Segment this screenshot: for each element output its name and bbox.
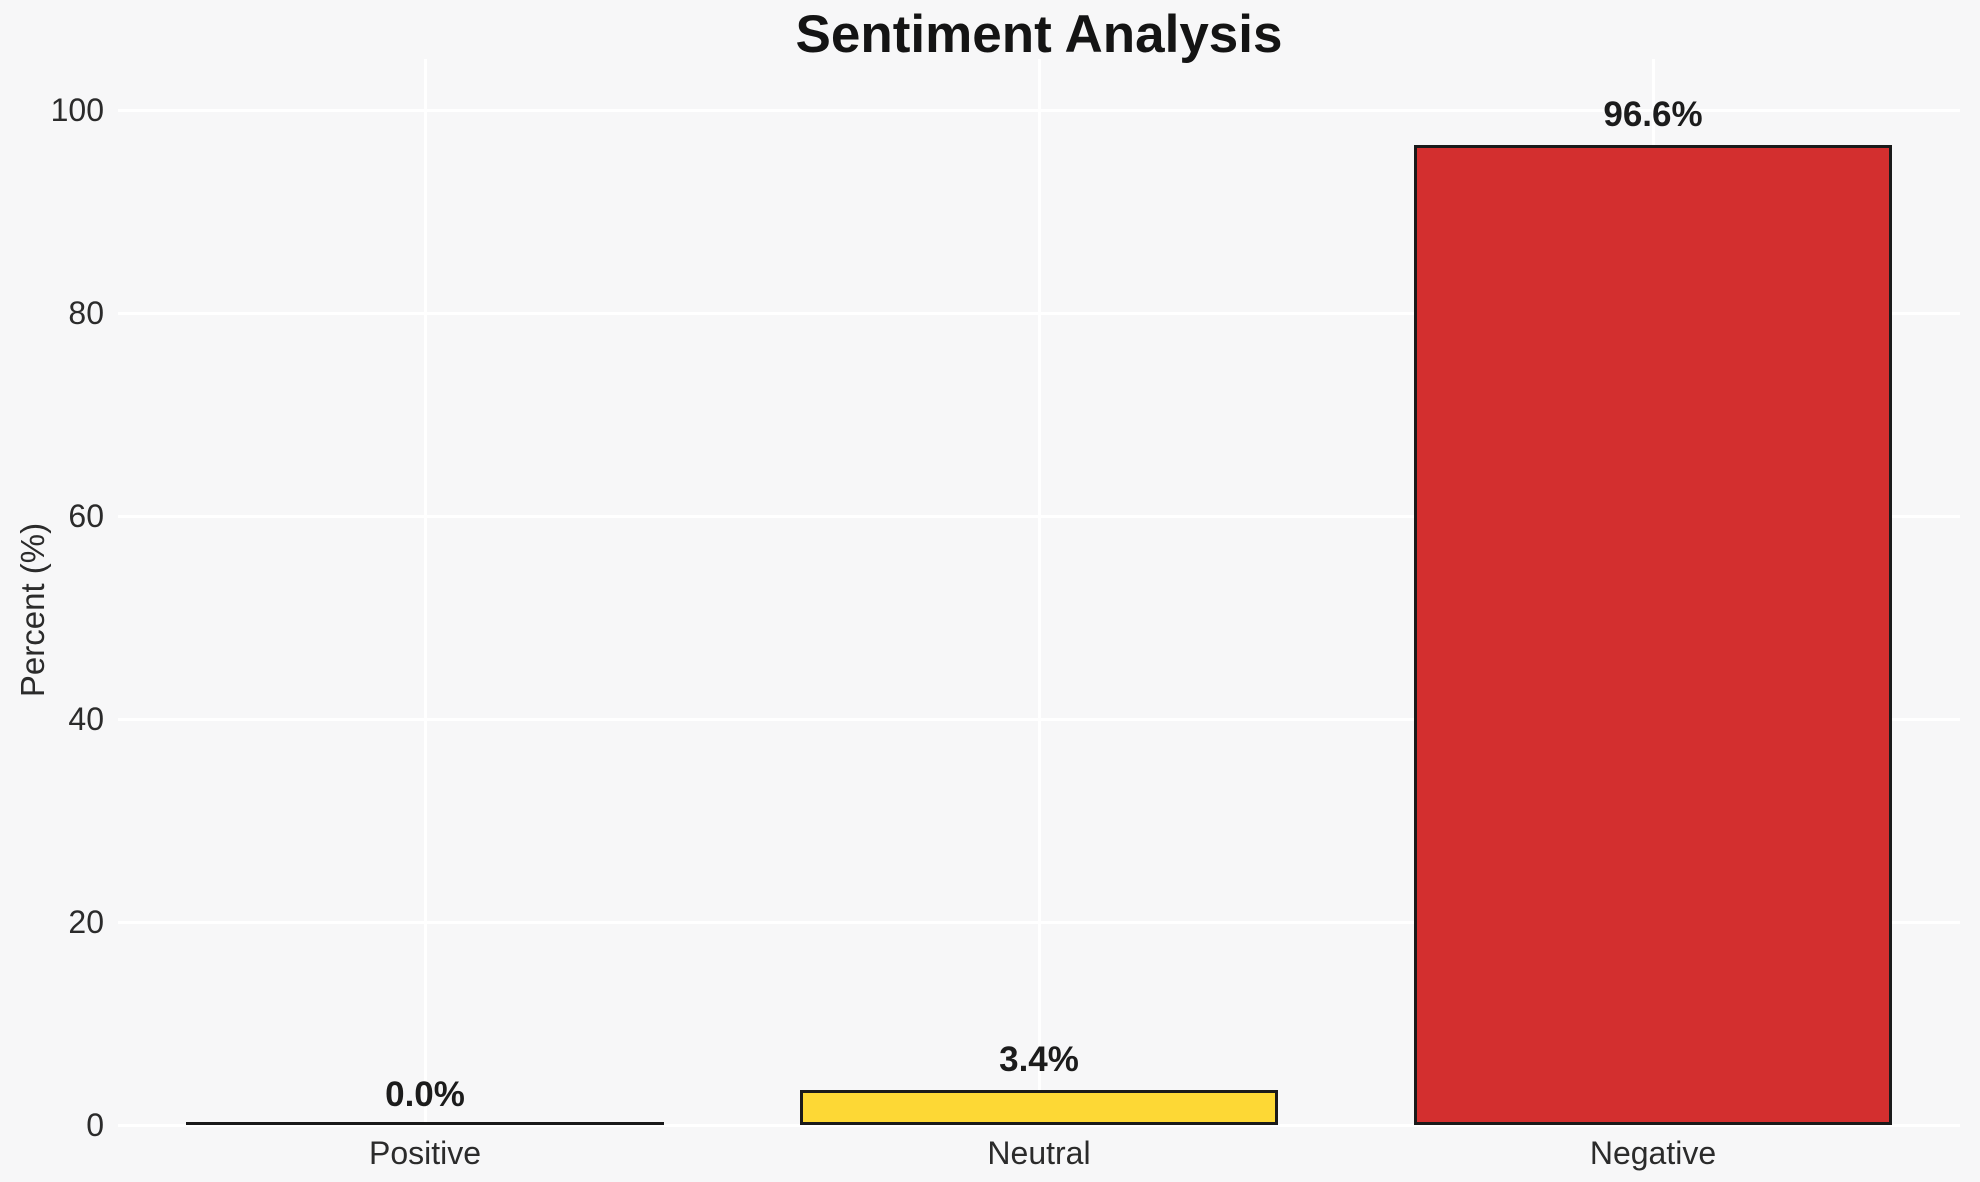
gridline-h-0 (118, 1123, 1960, 1127)
x-tick-label-neutral: Neutral (987, 1135, 1091, 1171)
bar-positive (186, 1122, 664, 1125)
bar-neutral (800, 1090, 1278, 1125)
y-tick-label-60: 60 (68, 498, 104, 534)
gridline-v-neutral (1037, 59, 1041, 1125)
x-tick-label-positive: Positive (368, 1135, 482, 1171)
y-tick-label-80: 80 (68, 295, 104, 331)
y-tick-label-20: 20 (68, 904, 104, 940)
plot-area: 0 20 40 60 80 100 0.0% Positive 3.4% Neutral 96.6%… (51, 59, 1960, 1171)
gridline-v-positive (423, 59, 427, 1125)
bar-value-label-positive: 0.0% (385, 1075, 465, 1114)
chart-title: Sentiment Analysis (795, 5, 1283, 64)
bar-value-label-neutral: 3.4% (999, 1040, 1079, 1079)
y-tick-label-40: 40 (68, 701, 104, 737)
y-tick-label-0: 0 (86, 1107, 104, 1143)
bar-value-label-negative: 96.6% (1603, 95, 1703, 134)
y-axis-label: Percent (%) (14, 522, 51, 698)
bar-negative (1414, 145, 1892, 1125)
x-tick-label-negative: Negative (1589, 1135, 1717, 1171)
y-tick-label-100: 100 (50, 92, 104, 128)
